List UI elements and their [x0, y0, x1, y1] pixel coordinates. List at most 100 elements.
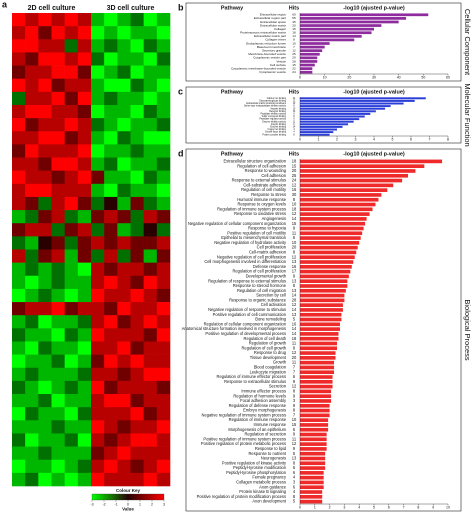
heatmap-cell	[104, 78, 118, 93]
pathway-label: Enzyme inhibitor activity	[262, 120, 287, 123]
hits-label: 8	[293, 345, 296, 350]
pathway-label: Regulation of cell motility	[241, 187, 287, 192]
bar	[300, 110, 376, 113]
bar	[300, 461, 326, 466]
pathway-label: Cell morphogenesis involved in different…	[204, 259, 286, 264]
heatmap-cell	[64, 367, 79, 382]
pathway-label: Membrane-bounded vesicle	[248, 52, 286, 56]
colorbar-tick-label: 3	[163, 502, 165, 506]
heatmap-cell	[25, 104, 39, 119]
pathway-label: Response to external stimulus	[232, 178, 286, 183]
heatmap-cell	[12, 472, 26, 487]
heatmap-cell	[104, 157, 118, 171]
heatmap-cell	[143, 104, 158, 119]
bar	[300, 97, 426, 100]
pathway-label: Axon development	[252, 499, 287, 504]
hits-label: 9	[293, 403, 296, 408]
pathway-label: Collagen trimer	[265, 38, 286, 42]
heatmap-cell	[25, 39, 39, 53]
heatmap-cell	[143, 472, 158, 487]
heatmap-cell	[130, 131, 144, 145]
heatmap-cell	[91, 13, 105, 27]
hits-label: 8	[293, 388, 296, 393]
bar	[300, 389, 332, 394]
heatmap-cell	[51, 446, 65, 461]
bar	[300, 427, 329, 432]
x-tick-label: 4	[373, 137, 375, 141]
heatmap-cell	[77, 262, 92, 277]
pathway-label: Secretory granule	[262, 48, 286, 52]
heatmap-cell	[130, 104, 144, 119]
heatmap-cell	[25, 13, 39, 27]
heatmap-cell	[117, 78, 131, 93]
heatmap-cell	[77, 472, 92, 487]
bar	[300, 303, 343, 307]
bar	[300, 42, 330, 45]
heatmap-cell	[25, 131, 39, 145]
pathway-label: Cell-matrix adhesion	[249, 250, 286, 255]
x-tick-label: 5	[392, 137, 394, 141]
heatmap-cell	[25, 302, 39, 316]
x-tick-label: 9	[432, 505, 434, 509]
heatmap-cell	[156, 275, 171, 290]
heatmap-cell	[143, 183, 158, 198]
heatmap-cell	[156, 210, 171, 224]
heatmap-cell	[25, 118, 39, 132]
hits-label: 9	[293, 446, 296, 451]
x-tick-label: 0	[299, 75, 301, 79]
heatmap-cell	[156, 91, 171, 106]
heatmap-cell	[117, 302, 131, 316]
hits-label: 12	[292, 254, 297, 259]
heatmap-cell	[91, 65, 105, 79]
heatmap-cell	[91, 118, 105, 132]
x-tick-label: 8	[447, 137, 449, 141]
heatmap-cell	[77, 420, 92, 434]
heatmap-cell	[51, 275, 65, 290]
pathway-label: Response to organic substance	[229, 297, 287, 302]
hits-label: 14	[293, 126, 296, 128]
hits-label: 45	[292, 20, 296, 24]
pathway-label: Regulation of cell migration	[237, 288, 286, 293]
pathway-label: Sulfur compound binding	[262, 116, 287, 118]
heatmap-cell	[117, 407, 131, 421]
hits-label: 6	[293, 235, 296, 240]
x-tick-label: 6	[388, 505, 390, 509]
pathway-label: Secretion	[269, 384, 286, 389]
colorbar-tick-label: 2	[151, 502, 153, 506]
hits-label: 14	[292, 326, 297, 331]
pathway-label: Negative regulation of cell proliferatio…	[217, 254, 286, 259]
hits-label: 4	[293, 132, 295, 134]
hits-label: 12	[293, 100, 296, 102]
hits-label: 14	[292, 331, 297, 336]
heatmap-cell	[156, 131, 171, 145]
heatmap-cell	[51, 459, 65, 474]
heatmap-cell	[156, 144, 171, 158]
panel-frame	[185, 86, 462, 144]
heatmap-cell	[143, 380, 158, 395]
heatmap-cell	[117, 380, 131, 395]
heatmap-cell	[77, 315, 92, 329]
hits-label: 55	[292, 16, 296, 20]
pathway-label: Negative regulation of cellular componen…	[188, 221, 286, 226]
bar	[300, 236, 361, 240]
heatmap-cell	[38, 472, 52, 487]
x-tick-label: 4	[358, 505, 360, 509]
hits-label: 8	[293, 494, 296, 499]
bar	[300, 221, 366, 226]
x-tick-label: 2	[336, 137, 338, 141]
heatmap-cell	[130, 288, 144, 303]
bar	[300, 394, 332, 399]
hits-label: 6	[293, 465, 296, 470]
heatmap-cell	[117, 39, 131, 53]
pathway-label: Enzyme binding	[270, 126, 286, 128]
pathway-label: Growth	[273, 360, 286, 365]
heatmap-cell	[104, 223, 118, 237]
heatmap-cell	[51, 394, 65, 408]
bar	[300, 475, 324, 480]
hits-label: 25	[292, 52, 296, 56]
heatmap-cell	[130, 315, 144, 329]
hits-label: 13	[292, 259, 297, 264]
heatmap-cell	[12, 420, 26, 434]
heatmap-cell	[156, 354, 171, 369]
bar	[300, 212, 370, 216]
